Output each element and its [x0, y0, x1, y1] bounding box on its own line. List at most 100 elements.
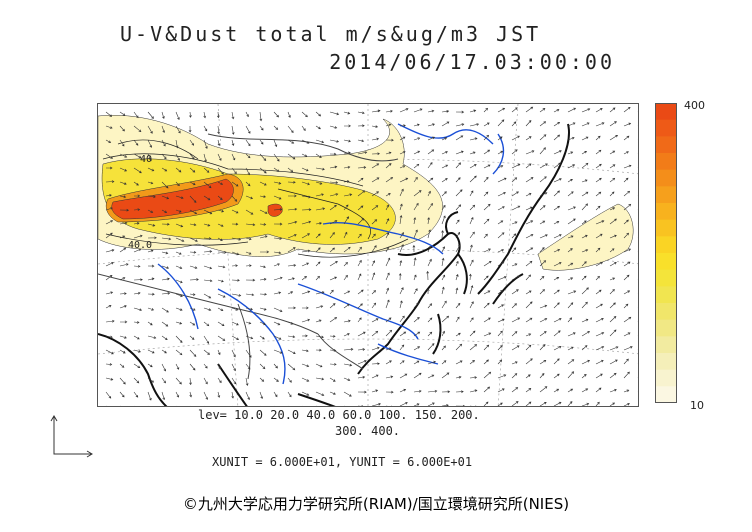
wind-vector — [273, 363, 278, 369]
wind-vector — [427, 303, 433, 309]
wind-vector — [483, 134, 490, 141]
wind-vector — [511, 331, 518, 337]
wind-vector — [637, 265, 638, 266]
wind-vector — [581, 359, 591, 365]
wind-vector — [357, 139, 365, 143]
wind-vector — [161, 391, 166, 401]
wind-vector — [133, 181, 139, 186]
wind-vector — [413, 372, 422, 379]
wind-vector — [273, 181, 282, 185]
wind-vector — [371, 191, 379, 197]
wind-vector — [175, 349, 183, 356]
wind-vector — [245, 391, 250, 401]
wind-vector — [511, 221, 518, 225]
wind-vector — [623, 332, 631, 337]
wind-vector — [497, 150, 504, 155]
wind-vector — [161, 335, 168, 341]
wind-vector — [217, 293, 226, 298]
wind-vector — [483, 233, 488, 239]
wind-vector — [133, 222, 140, 225]
wind-vector — [231, 222, 239, 226]
wind-vector — [525, 317, 533, 323]
wind-vector — [637, 111, 638, 112]
wind-vector — [161, 251, 169, 255]
wind-vector — [399, 232, 404, 239]
wind-vector — [329, 204, 337, 211]
wind-vector — [469, 330, 476, 337]
wind-vector — [553, 221, 560, 225]
wind-vector — [231, 251, 240, 256]
wind-vector — [133, 153, 142, 159]
wind-vector — [119, 277, 126, 281]
wind-vector — [413, 176, 418, 183]
wind-vector — [469, 175, 477, 183]
wind-vector — [525, 274, 531, 281]
wind-vector — [357, 166, 367, 169]
wind-vector — [483, 107, 489, 113]
wind-vector — [623, 290, 631, 295]
wind-vector — [315, 167, 325, 171]
wind-vector — [385, 123, 392, 127]
wind-vector — [385, 232, 390, 239]
wind-vector — [357, 375, 366, 379]
wind-vector — [175, 265, 183, 269]
wind-vector — [441, 215, 446, 225]
wind-vector — [105, 180, 115, 184]
wind-vector — [581, 136, 589, 141]
wind-vector — [301, 195, 311, 199]
wind-vector — [147, 391, 152, 401]
wind-vector — [567, 359, 575, 365]
wind-vector — [315, 261, 321, 267]
wind-vector — [553, 150, 562, 155]
wind-vector — [525, 192, 532, 197]
wind-vector — [301, 125, 306, 131]
wind-vector — [595, 261, 604, 267]
levels-line-1: lev= 10.0 20.0 40.0 60.0 100. 150. 200. — [198, 408, 480, 422]
colorbar-swatch — [655, 103, 677, 121]
wind-vector — [399, 315, 405, 323]
wind-vector — [161, 111, 165, 119]
wind-vector — [637, 139, 638, 140]
wind-vector — [189, 167, 196, 173]
wind-vector — [483, 164, 491, 169]
wind-vector — [357, 177, 364, 183]
wind-vector — [609, 277, 616, 281]
wind-vector — [161, 307, 169, 313]
wind-vector — [259, 265, 266, 269]
map-canvas: 40.0 40 — [98, 104, 638, 406]
wind-vector — [441, 404, 449, 406]
wind-vector — [315, 125, 321, 130]
wind-vector — [330, 405, 331, 406]
wind-vector — [595, 332, 605, 337]
wind-vector — [609, 207, 616, 211]
wind-vector — [189, 181, 196, 186]
wind-vector — [371, 374, 379, 379]
wind-vector — [637, 153, 638, 154]
wind-vector — [147, 321, 153, 326]
wind-vector — [133, 111, 139, 119]
wind-vector — [371, 137, 380, 141]
wind-vector — [441, 360, 447, 365]
wind-vector — [329, 377, 336, 382]
wind-vector — [525, 401, 532, 406]
wind-vector — [259, 363, 266, 370]
wind-vector — [133, 335, 140, 340]
wind-vector — [105, 305, 112, 309]
wind-vector — [399, 287, 404, 295]
wind-vector — [315, 153, 322, 158]
wind-vector — [413, 288, 418, 295]
wind-vector — [455, 332, 461, 337]
wind-vector — [175, 279, 183, 284]
wind-vector — [189, 363, 196, 371]
wind-vector — [497, 402, 503, 406]
wind-vector — [525, 163, 532, 169]
wind-vector — [175, 391, 180, 398]
wind-vector — [497, 318, 505, 323]
wind-vector — [567, 206, 576, 211]
wind-vector — [287, 349, 296, 354]
wind-vector — [595, 149, 602, 155]
wind-vector — [427, 245, 431, 253]
wind-vector — [231, 307, 239, 311]
wind-vector — [273, 291, 282, 295]
wind-vector — [217, 391, 221, 398]
